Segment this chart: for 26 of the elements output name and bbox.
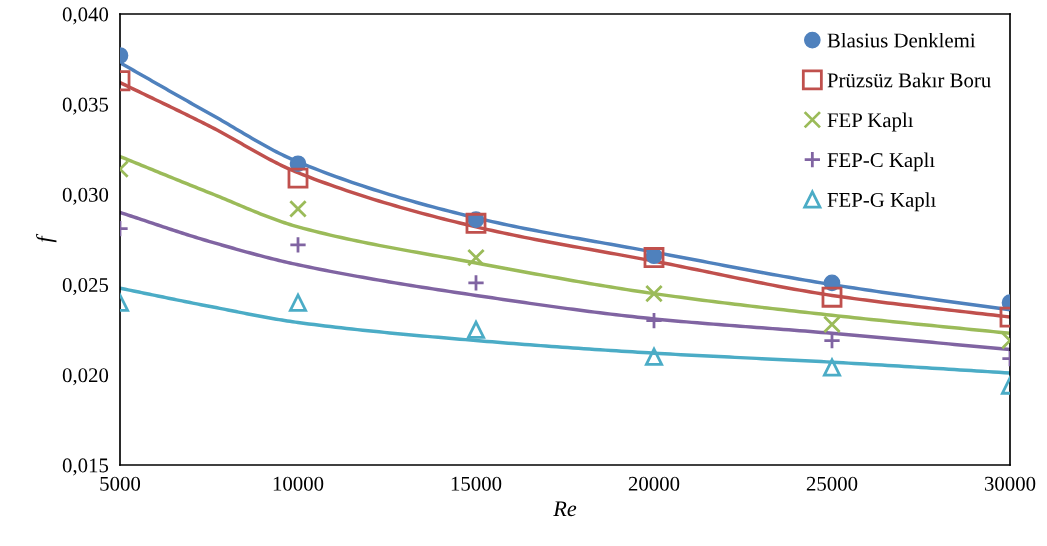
y-tick-label: 0,035 — [62, 97, 109, 115]
y-axis-title: f — [36, 233, 57, 243]
x-axis-title: Re — [553, 501, 577, 517]
y-tick-label: 0,040 — [62, 7, 109, 25]
legend-label: FEP-C Kaplı — [827, 152, 935, 172]
y-tick-label: 0,020 — [62, 368, 109, 386]
y-tick-label: 0,030 — [62, 187, 109, 205]
legend-label: FEP-G Kaplı — [827, 192, 936, 212]
x-tick-label: 10000 — [273, 476, 324, 491]
point — [644, 311, 664, 330]
legend-label: Blasius Denklemi — [827, 32, 976, 48]
point — [465, 212, 487, 234]
x-tick-label: 5000 — [100, 476, 141, 491]
legend-label: Prüzsüz Bakır Boru — [827, 72, 991, 88]
point — [466, 320, 486, 339]
point — [644, 347, 664, 366]
point — [466, 248, 486, 267]
legend-label: FEP Kaplı — [827, 112, 914, 132]
point — [644, 284, 664, 303]
x-tick-label: 20000 — [628, 476, 680, 491]
x-tick-label: 15000 — [451, 476, 502, 491]
x-tick-label: 30000 — [984, 476, 1036, 491]
x-tick-label: 25000 — [806, 476, 858, 491]
y-tick-label: 0,015 — [62, 458, 109, 476]
y-tick-label: 0,025 — [62, 277, 109, 296]
point — [466, 273, 486, 292]
